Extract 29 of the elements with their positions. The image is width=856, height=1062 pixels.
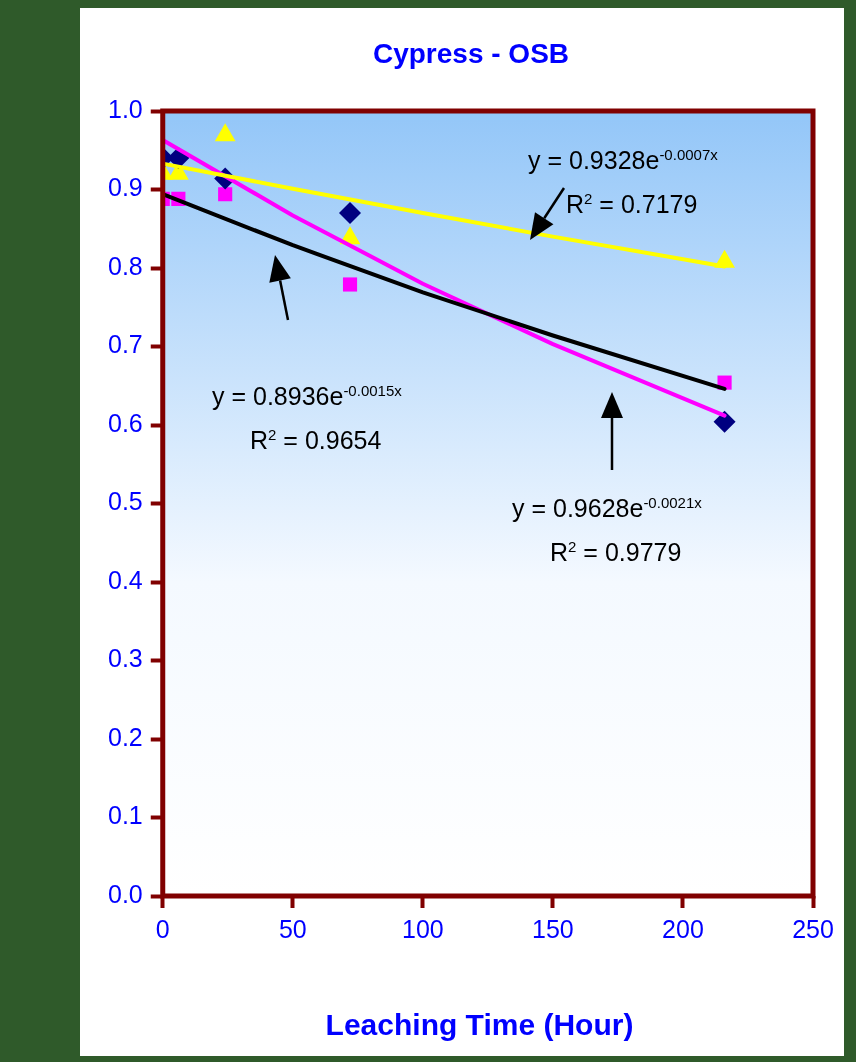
point (713, 410, 736, 433)
x-axis-title: Leaching Time (Hour) (324, 1008, 635, 1042)
y-tick-label: 1.0 (107, 94, 143, 123)
y-tick-label: 0.8 (107, 251, 143, 280)
y-tick-label: 0.3 (107, 644, 143, 673)
y-tick-label: 0.7 (107, 330, 143, 359)
annotation: R$^{2}$ = 0.9779 (550, 538, 682, 568)
y-tick-label: 0.5 (107, 487, 143, 516)
y-tick-label: 0.1 (107, 801, 143, 830)
annotation: R$^{2}$ = 0.9654 (250, 426, 382, 456)
x-tick-label: 200 (662, 914, 704, 943)
annotation: y = 0.8936e$^{-0.0015x}$ (212, 382, 402, 412)
y-tick-label: 0.4 (107, 565, 143, 594)
annotation: y = 0.9628e$^{-0.0021x}$ (512, 494, 702, 524)
x-tick-label: 0 (155, 914, 170, 943)
annotation: y = 0.9328e$^{-0.0007x}$ (528, 146, 718, 176)
x-tick-label: 250 (792, 914, 834, 943)
point (339, 202, 362, 225)
y-tick-label: 0.6 (107, 408, 143, 437)
chart-title: Cypress - OSB (371, 38, 571, 70)
y-tick-label: 0.9 (107, 173, 143, 202)
y-tick-label: 0.2 (107, 722, 143, 751)
annotation: R$^{2}$ = 0.7179 (566, 190, 698, 220)
x-tick-label: 150 (532, 914, 574, 943)
y-tick-label: 0.0 (107, 879, 143, 908)
point (342, 277, 358, 292)
point (218, 187, 233, 202)
x-tick-label: 50 (278, 914, 307, 943)
x-tick-label: 100 (401, 914, 444, 943)
